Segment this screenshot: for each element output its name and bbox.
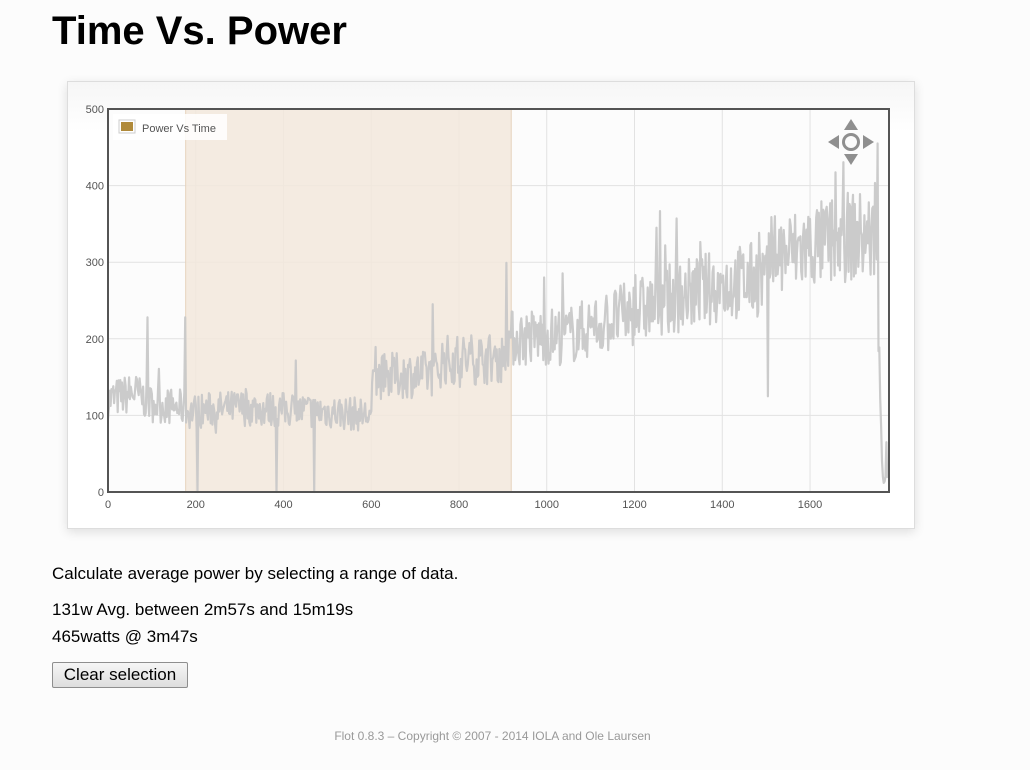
x-tick-label: 1400 (710, 499, 734, 511)
y-tick-label: 0 (98, 487, 104, 499)
selection-layer (185, 109, 512, 492)
pan-right-arrow[interactable] (863, 135, 874, 149)
legend-swatch (121, 122, 133, 131)
pan-center-hole (845, 136, 857, 148)
plot-container[interactable]: 0 200 400 600 800 1000 1200 1400 1600 0 100 200 300 4… (67, 81, 915, 529)
peak-result: 465watts @ 3m47s (52, 627, 198, 646)
series-layer (106, 142, 889, 494)
power-chart[interactable]: 0 200 400 600 800 1000 1200 1400 1600 0 100 200 300 4… (68, 82, 916, 530)
y-tick-label: 200 (86, 334, 104, 346)
legend-swatch-border (118, 119, 136, 134)
chart-axes: 0 200 400 600 800 1000 1200 1400 1600 0 100 200 300 4… (86, 104, 890, 511)
x-tick-label: 200 (187, 499, 205, 511)
x-tick-label: 0 (105, 499, 111, 511)
x-tick-label: 400 (274, 499, 292, 511)
y-tick-label: 100 (86, 410, 104, 422)
x-tick-label: 1200 (622, 499, 646, 511)
footer-copyright: Flot 0.8.3 – Copyright © 2007 - 2014 IOL… (334, 729, 651, 743)
y-tick-label: 300 (86, 257, 104, 269)
instructions-text: Calculate average power by selecting a r… (52, 564, 459, 583)
pan-left-arrow[interactable] (828, 135, 839, 149)
clear-selection-button[interactable]: Clear selection (52, 662, 188, 688)
plot-border (107, 108, 890, 493)
page-title: Time Vs. Power (52, 9, 347, 53)
x-tick-label: 800 (450, 499, 468, 511)
pan-down-arrow[interactable] (844, 154, 858, 165)
pan-up-arrow[interactable] (844, 119, 858, 130)
average-result: 131w Avg. between 2m57s and 15m19s (52, 600, 354, 619)
legend-label: Power Vs Time (142, 123, 216, 135)
selection-range[interactable] (185, 109, 512, 492)
y-tick-label: 500 (86, 104, 104, 116)
pan-arrows-icon[interactable] (828, 119, 874, 165)
x-tick-label: 1600 (798, 499, 822, 511)
y-tick-label: 400 (86, 181, 104, 193)
series-line-power-vs-time (106, 142, 889, 494)
x-tick-label: 600 (362, 499, 380, 511)
chart-legend: Power Vs Time (113, 114, 227, 140)
x-tick-label: 1000 (535, 499, 559, 511)
